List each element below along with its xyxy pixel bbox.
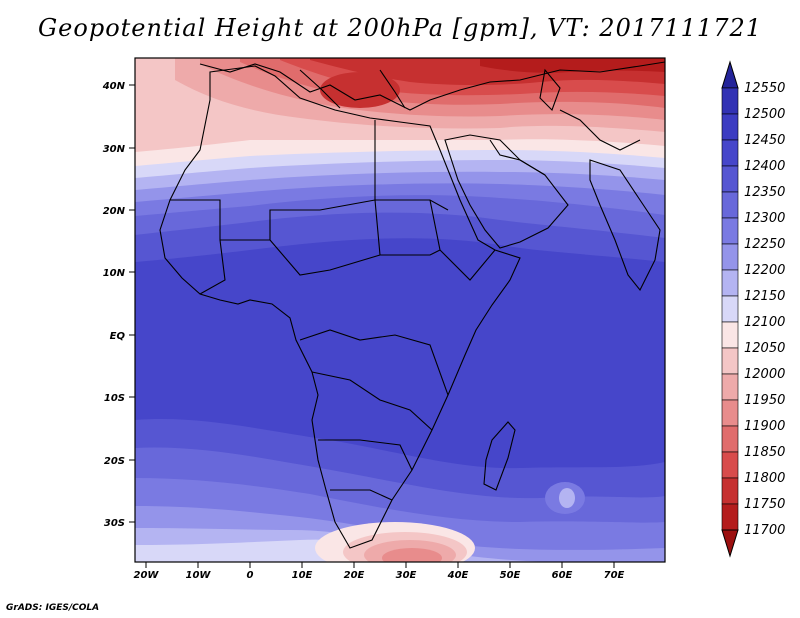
colorbar-box (721, 87, 739, 115)
lat-label: 10S (104, 393, 125, 404)
colorbar-label: 12050 (744, 341, 785, 356)
height-field (135, 58, 665, 562)
lat-label: 20S (104, 456, 125, 467)
lon-label: 70E (604, 570, 625, 581)
colorbar-box (721, 373, 739, 401)
colorbar-label: 11800 (744, 471, 785, 486)
lon-label: 30E (396, 570, 417, 581)
lat-label: 40N (102, 81, 126, 92)
colorbar-box (721, 113, 739, 141)
colorbar-box (721, 243, 739, 271)
colorbar-label: 11750 (744, 497, 785, 512)
colorbar-box (721, 425, 739, 453)
colorbar-label: 12400 (744, 159, 785, 174)
colorbar-label: 11700 (744, 523, 785, 538)
colorbar-label: 12250 (744, 237, 785, 252)
colorbar-box (721, 269, 739, 297)
colorbar (721, 60, 739, 558)
colorbar-label: 12100 (744, 315, 785, 330)
colorbar-box (721, 295, 739, 323)
latitude-axis: 40N 30N 20N 10N EQ 10S 20S 30S (102, 81, 135, 529)
lon-label: 20E (344, 570, 365, 581)
lat-label: 10N (103, 268, 126, 279)
colorbar-box (721, 139, 739, 167)
colorbar-labels: 12550 12500 12450 12400 12350 12300 12250 12200… (744, 81, 785, 538)
lon-label: 0 (247, 570, 254, 581)
colorbar-upper-arrow (721, 60, 739, 89)
lon-label: 10E (292, 570, 313, 581)
colorbar-box (721, 217, 739, 245)
colorbar-label: 12350 (744, 185, 785, 200)
lon-label: 20W (134, 570, 160, 581)
colorbar-lower-arrow (721, 529, 739, 558)
colorbar-label: 12200 (744, 263, 785, 278)
colorbar-box (721, 503, 739, 531)
coastlines (159, 61, 665, 549)
colorbar-box (721, 165, 739, 193)
colorbar-box (721, 477, 739, 505)
longitude-axis: 20W 10W 0 10E 20E 30E 40E 50E 60E 70E (134, 562, 625, 581)
lat-label: 20N (103, 206, 126, 217)
map-title: Geopotential Height at 200hPa [gpm], VT:… (38, 14, 762, 42)
lon-label: 60E (552, 570, 573, 581)
lon-label: 10W (186, 570, 212, 581)
colorbar-label: 12150 (744, 289, 785, 304)
lat-label: 30N (103, 144, 126, 155)
colorbar-label: 12500 (744, 107, 785, 122)
lat-label: 30S (104, 518, 125, 529)
colorbar-label: 11900 (744, 419, 785, 434)
colorbar-box (721, 321, 739, 349)
colorbar-label: 11950 (744, 393, 785, 408)
colorbar-label: 11850 (744, 445, 785, 460)
lon-label: 50E (500, 570, 521, 581)
colorbar-label: 12550 (744, 81, 785, 96)
colorbar-box (721, 191, 739, 219)
colorbar-box (721, 451, 739, 479)
colorbar-label: 12300 (744, 211, 785, 226)
credit-text: GrADS: IGES/COLA (6, 603, 100, 613)
colorbar-label: 12450 (744, 133, 785, 148)
colorbar-box (721, 347, 739, 375)
lat-label: EQ (110, 331, 126, 342)
plot-frame (134, 57, 666, 563)
colorbar-label: 12000 (744, 367, 785, 382)
lon-label: 40E (447, 570, 469, 581)
colorbar-box (721, 399, 739, 427)
